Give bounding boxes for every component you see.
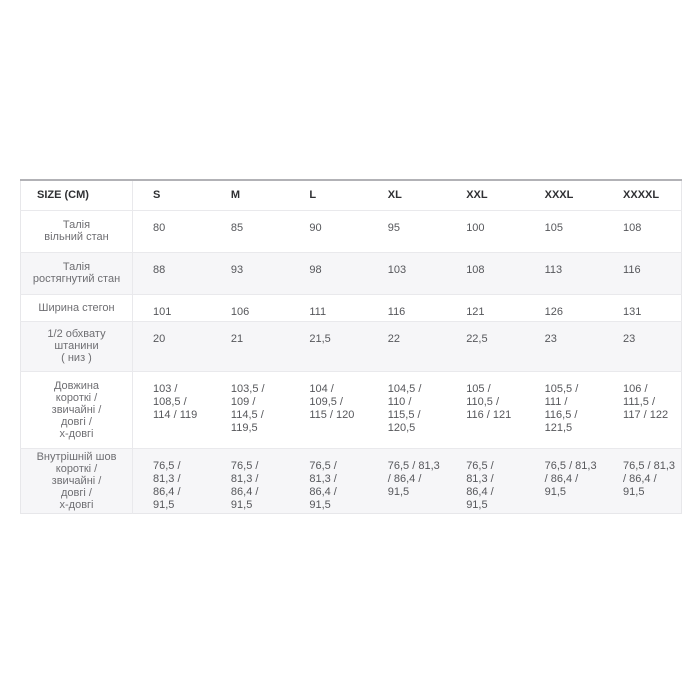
- row-label-cell: Талія вільний стан: [20, 210, 133, 252]
- value-cell-r3-xl: 22: [387, 332, 401, 345]
- value-cell-r5-l: 76,5 / 81,3 / 86,4 / 91,5: [309, 459, 337, 511]
- size-column-header-xl: XL: [367, 180, 447, 211]
- value-cell-r3-xxxxl: 23: [623, 332, 636, 345]
- value-cell-r1-xxxl: 113: [544, 263, 563, 276]
- value-cell-r4-s: 103 / 108,5 / 114 / 119: [153, 382, 198, 421]
- value-cell-r5-s: 76,5 / 81,3 / 86,4 / 91,5: [153, 459, 181, 511]
- value-cell-r1-m: 93: [230, 263, 244, 276]
- size-table-row-3: 1/2 обхвату штанини ( низ ) 20 21 21,5 22 22,…: [20, 321, 682, 371]
- value-cell-r2-xxxl: 126: [544, 305, 563, 318]
- value-cell-r3-s: 20: [153, 332, 166, 345]
- value-cell-r2-xxl: 121: [466, 305, 485, 318]
- value-cell-r4-xl: 104,5 / 110 / 115,5 / 120,5: [387, 382, 422, 434]
- value-cell-r2-m: 106: [230, 305, 250, 318]
- size-column-header-xxxl: XXXL: [524, 180, 604, 211]
- size-table-row-0: Талія вільний стан 80 85 90 95 100 105 108: [20, 210, 682, 252]
- value-cell-r3-xxxl: 23: [544, 332, 557, 345]
- row-label-cell: Талія ростягнутий стан: [20, 252, 133, 294]
- size-column-header-s: S: [132, 180, 211, 211]
- value-cell-r5-xxxxl: 76,5 / 81,3 / 86,4 / 91,5: [623, 459, 676, 498]
- value-cell-r5-xl: 76,5 / 81,3 / 86,4 / 91,5: [387, 459, 440, 498]
- value-cell-r3-l: 21,5: [309, 332, 331, 345]
- size-table-container: SIZE (CM) S M L XL XXL XXXL XXXXL Талія вільни…: [20, 179, 682, 514]
- value-cell-r1-l: 98: [309, 263, 322, 276]
- size-table: SIZE (CM) S M L XL XXL XXXL XXXXL Талія вільни…: [20, 179, 682, 514]
- value-cell-r3-xxl: 22,5: [466, 332, 488, 345]
- value-cell-r3-m: 21: [230, 332, 244, 345]
- value-cell-r0-xxxl: 105: [544, 221, 563, 234]
- size-column-header-xxl: XXL: [446, 180, 525, 211]
- value-cell-r2-xl: 116: [387, 305, 406, 318]
- value-cell-r0-m: 85: [230, 221, 244, 234]
- row-label-cell: 1/2 обхвату штанини ( низ ): [20, 321, 133, 371]
- value-cell-r0-l: 90: [309, 221, 322, 234]
- size-table-corner-header: SIZE (CM): [20, 180, 133, 211]
- row-label-cell: Довжина короткі / звичайні / довгі / х-д…: [20, 371, 133, 448]
- value-cell-r2-s: 101: [153, 305, 172, 318]
- value-cell-r1-xxl: 108: [466, 263, 485, 276]
- value-cell-r0-xxl: 100: [466, 221, 485, 234]
- value-cell-r5-m: 76,5 / 81,3 / 86,4 / 91,5: [230, 459, 259, 511]
- value-cell-r4-l: 104 / 109,5 / 115 / 120: [309, 382, 355, 421]
- size-table-row-4: Довжина короткі / звичайні / довгі / х-д…: [20, 371, 682, 448]
- value-cell-r4-m: 103,5 / 109 / 114,5 / 119,5: [230, 382, 265, 434]
- value-cell-r1-xl: 103: [387, 263, 407, 276]
- value-cell-r1-xxxxl: 116: [623, 263, 641, 276]
- value-cell-r2-xxxxl: 131: [623, 305, 642, 318]
- size-table-row-1: Талія ростягнутий стан 88 93 98 103 108 113 116: [20, 252, 682, 294]
- value-cell-r5-xxl: 76,5 / 81,3 / 86,4 / 91,5: [466, 459, 494, 511]
- value-cell-r4-xxl: 105 / 110,5 / 116 / 121: [466, 382, 512, 421]
- size-column-header-xxxxl: XXXXL: [603, 180, 682, 211]
- value-cell-r4-xxxxl: 106 / 111,5 / 117 / 122: [623, 382, 669, 421]
- value-cell-r2-l: 111: [309, 305, 327, 318]
- value-cell-r5-xxxl: 76,5 / 81,3 / 86,4 / 91,5: [544, 459, 597, 498]
- value-cell-r1-s: 88: [153, 263, 166, 276]
- value-cell-r4-xxxl: 105,5 / 111 / 116,5 / 121,5: [544, 382, 579, 434]
- value-cell-r0-xxxxl: 108: [623, 221, 642, 234]
- value-cell-r0-s: 80: [153, 221, 166, 234]
- size-column-header-m: M: [210, 180, 290, 211]
- size-table-row-5: Внутрішній шов короткі / звичайні / довг…: [20, 448, 682, 513]
- size-table-row-2: Ширина стегон 101 106 111 116 121 126 131: [20, 294, 682, 321]
- row-label-cell: Внутрішній шов короткі / звичайні / довг…: [20, 448, 133, 513]
- size-table-header-row: SIZE (CM) S M L XL XXL XXXL XXXXL: [20, 180, 682, 211]
- size-column-header-l: L: [289, 180, 368, 211]
- row-label-cell: Ширина стегон: [20, 294, 133, 321]
- value-cell-r0-xl: 95: [387, 221, 401, 234]
